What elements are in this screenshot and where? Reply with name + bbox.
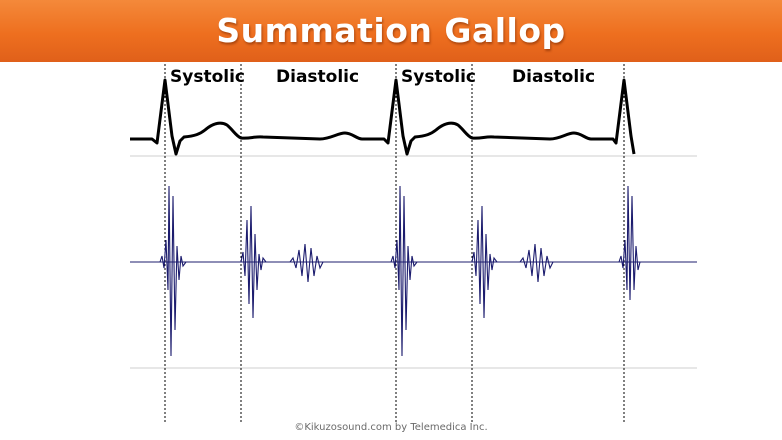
ecg-trace bbox=[130, 78, 636, 156]
credit-text: ©Kikuzosound.com by Telemedica Inc. bbox=[294, 422, 488, 433]
phase-markers bbox=[164, 64, 625, 424]
pcg-s1-burst-3 bbox=[618, 185, 641, 301]
guide-lines bbox=[130, 155, 697, 369]
pcg-s2-burst-2 bbox=[471, 205, 498, 319]
pcg-s1-burst-2 bbox=[390, 185, 418, 357]
diagram-title: Summation Gallop bbox=[216, 11, 566, 50]
label-diastolic-1: Diastolic bbox=[276, 67, 359, 87]
label-systolic-2: Systolic bbox=[401, 67, 476, 87]
title-bar: Summation Gallop bbox=[0, 0, 782, 62]
label-systolic-1: Systolic bbox=[170, 67, 245, 87]
pcg-s2-burst-1 bbox=[240, 205, 267, 319]
pcg-gallop-burst-1 bbox=[289, 243, 324, 283]
pcg-gallop-burst-2 bbox=[519, 243, 554, 283]
pcg-s1-burst-1 bbox=[159, 185, 187, 357]
label-diastolic-2: Diastolic bbox=[512, 67, 595, 87]
